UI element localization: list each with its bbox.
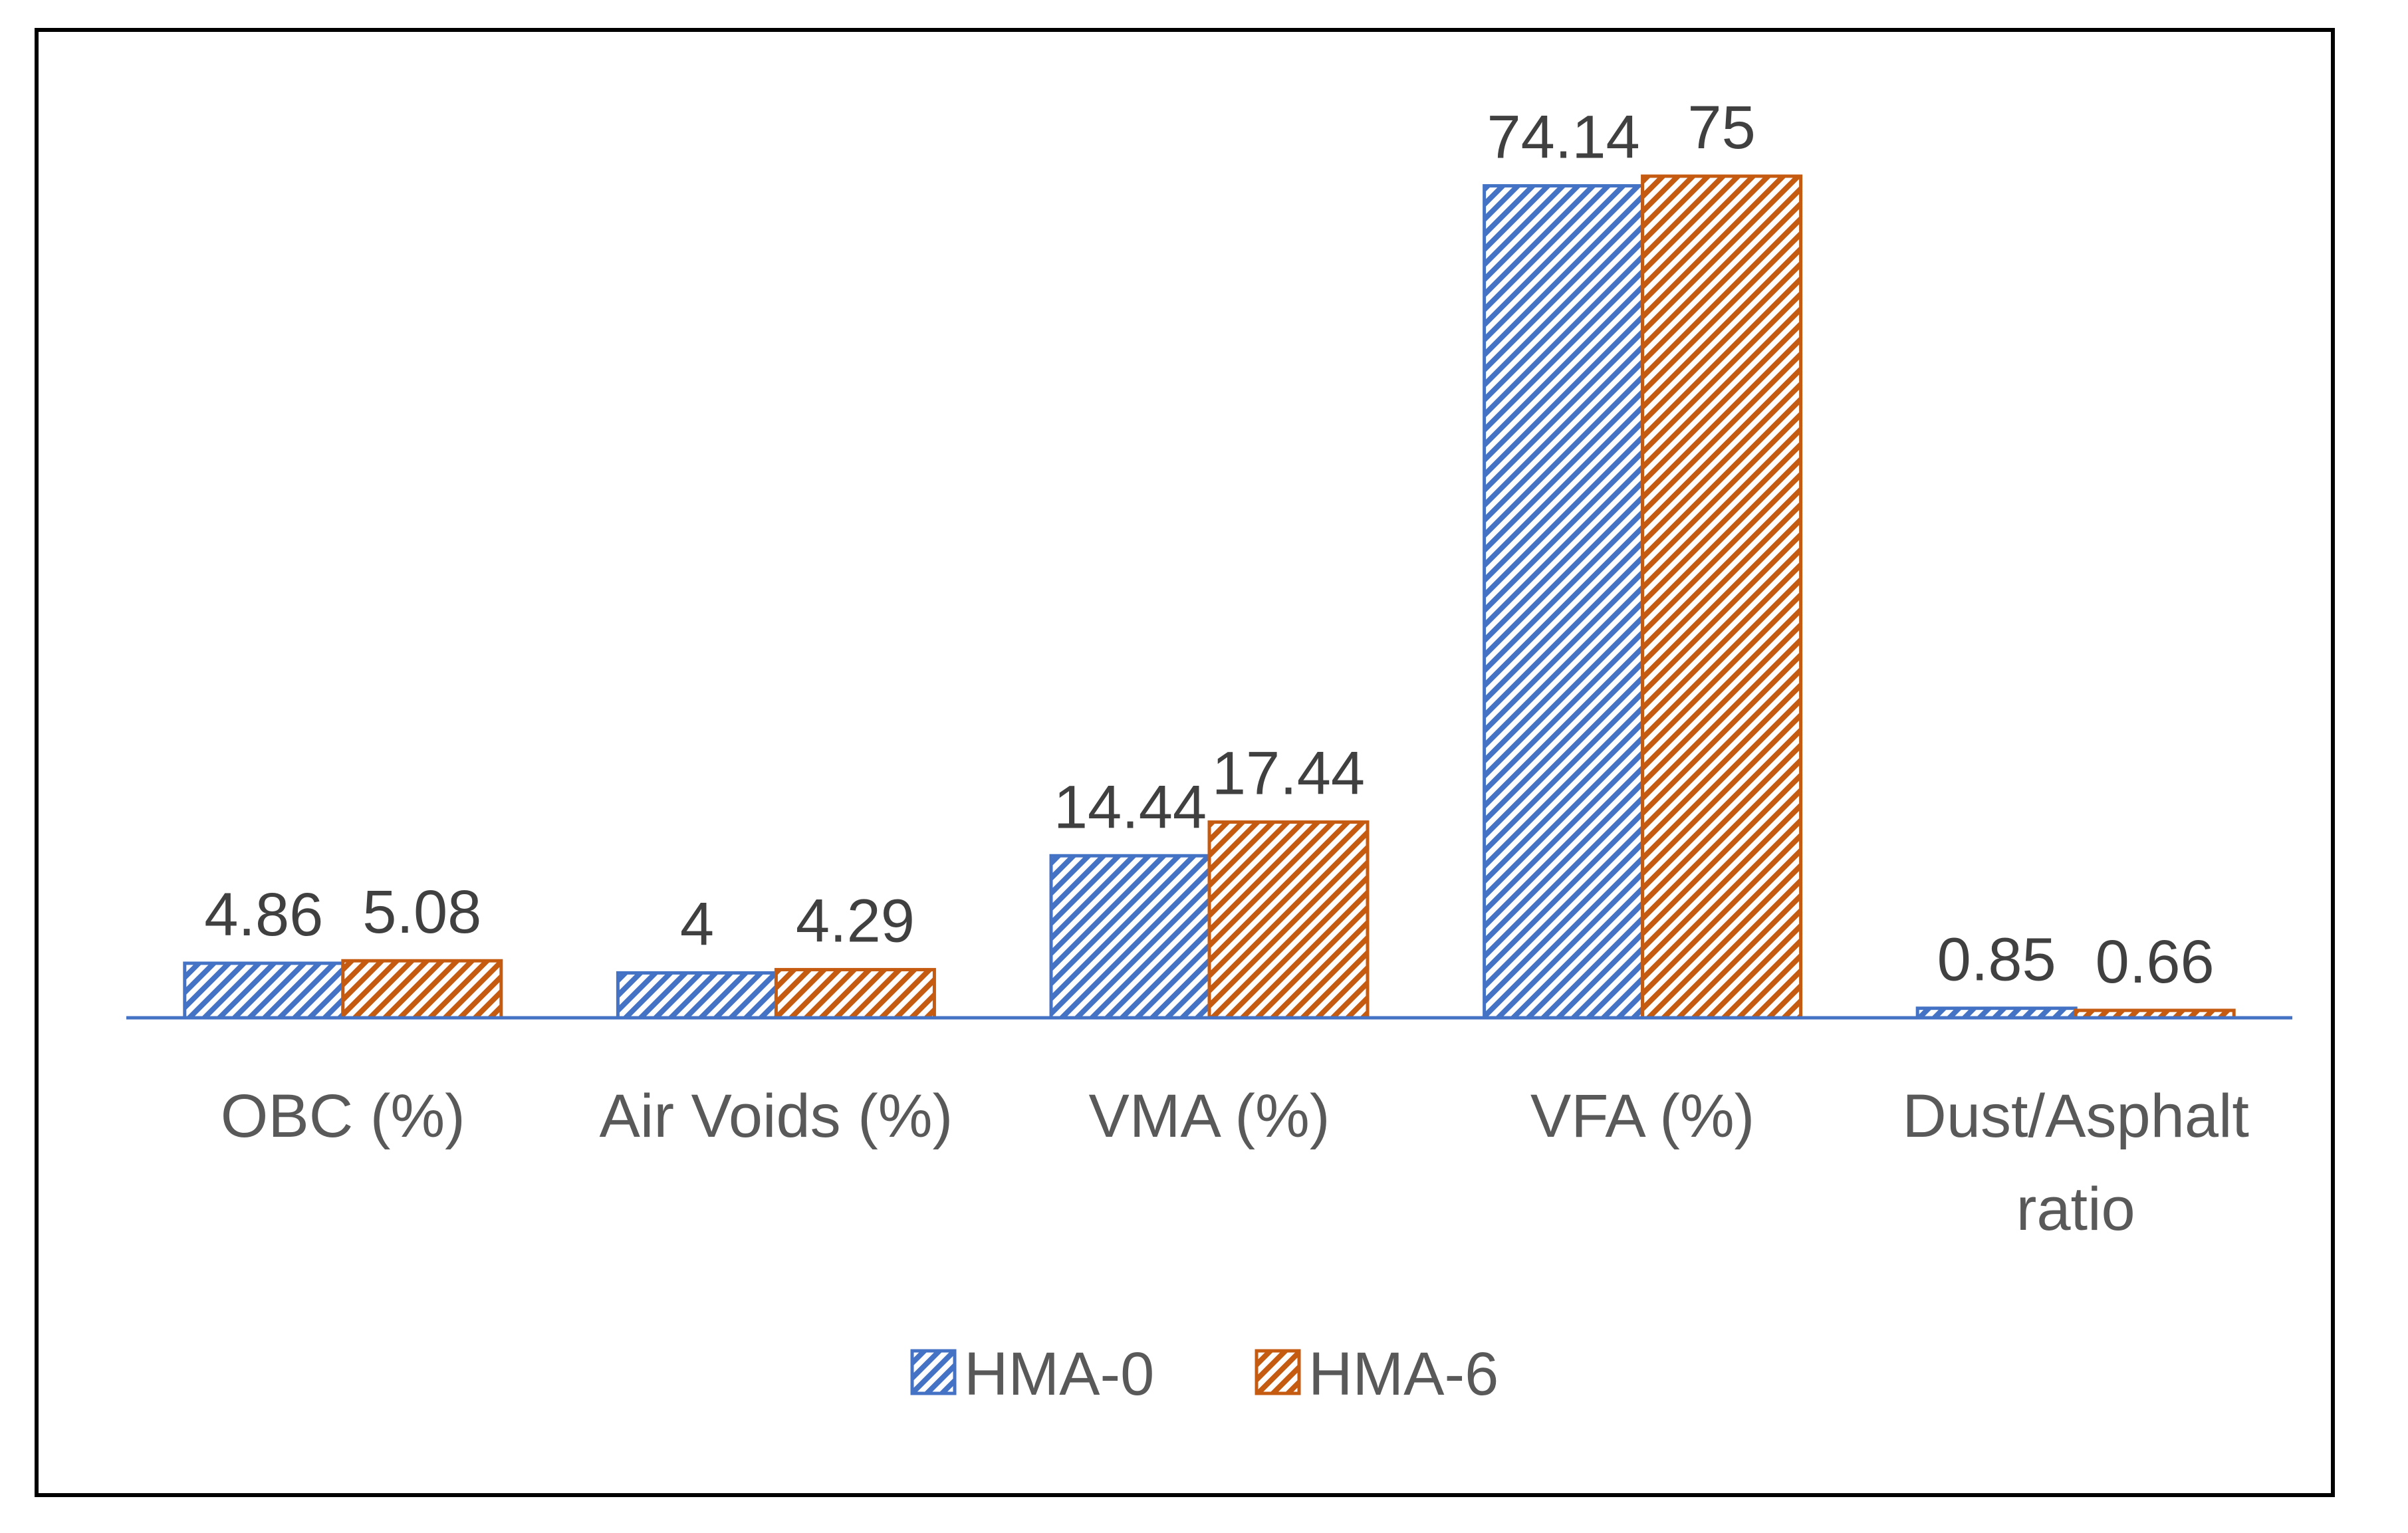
tick-labels-layer: OBC (%) Air Voids (%) VMA (%) VFA (%) Dust/A… bbox=[221, 1082, 2249, 1243]
bar-hma-6-3 bbox=[1641, 174, 1803, 1020]
x-tick-label-line: VFA (%) bbox=[1530, 1082, 1754, 1150]
data-label-hma-6-1: 4.29 bbox=[796, 887, 915, 955]
x-tick-label-line: Dust/Asphalt bbox=[1902, 1082, 2249, 1150]
x-tick-label-3: VFA (%) bbox=[1530, 1082, 1754, 1150]
chart-frame bbox=[35, 28, 2335, 1497]
bar-hma-0-0 bbox=[183, 961, 345, 1020]
data-label-hma-0-1: 4 bbox=[680, 890, 714, 958]
x-tick-label-line: ratio bbox=[2016, 1175, 2135, 1243]
bars-layer bbox=[183, 174, 2236, 1020]
data-label-hma-0-4: 0.85 bbox=[1937, 926, 2056, 994]
legend-swatch-hma-0 bbox=[910, 1349, 957, 1395]
data-label-hma-0-0: 4.86 bbox=[204, 881, 323, 949]
legend-item-hma-6: HMA-6 bbox=[1255, 1340, 1499, 1408]
data-labels-layer: 4.86 5.08 4 4.29 14.44 17.44 74.14 75 0.85 0.66 bbox=[204, 94, 2214, 996]
bar-hma-6-2 bbox=[1207, 820, 1370, 1020]
bar-hma-0-3 bbox=[1483, 184, 1645, 1020]
x-tick-label-line: VMA (%) bbox=[1089, 1082, 1330, 1150]
x-tick-label-line: Air Voids (%) bbox=[600, 1082, 953, 1150]
bar-hma-0-2 bbox=[1049, 854, 1211, 1020]
data-label-hma-6-3: 75 bbox=[1687, 94, 1755, 162]
bar-hma-0-1 bbox=[616, 971, 778, 1020]
x-tick-label-1: Air Voids (%) bbox=[600, 1082, 953, 1150]
x-tick-label-4: Dust/Asphalt ratio bbox=[1902, 1082, 2249, 1243]
data-label-hma-0-2: 14.44 bbox=[1054, 773, 1207, 841]
x-tick-label-0: OBC (%) bbox=[221, 1082, 465, 1150]
legend-label-hma-0: HMA-0 bbox=[964, 1340, 1154, 1408]
legend-label-hma-6: HMA-6 bbox=[1308, 1340, 1499, 1408]
data-label-hma-6-2: 17.44 bbox=[1212, 740, 1365, 808]
legend-swatch-hma-6 bbox=[1255, 1349, 1301, 1395]
data-label-hma-0-3: 74.14 bbox=[1487, 104, 1639, 172]
bar-hma-6-0 bbox=[341, 959, 503, 1020]
data-label-hma-6-0: 5.08 bbox=[362, 878, 481, 946]
bar-hma-6-1 bbox=[774, 968, 936, 1020]
data-label-hma-6-4: 0.66 bbox=[2096, 928, 2215, 996]
x-tick-label-2: VMA (%) bbox=[1089, 1082, 1330, 1150]
x-tick-label-line: OBC (%) bbox=[221, 1082, 465, 1150]
legend: HMA-0 HMA-6 bbox=[910, 1340, 1499, 1408]
legend-item-hma-0: HMA-0 bbox=[910, 1340, 1154, 1408]
